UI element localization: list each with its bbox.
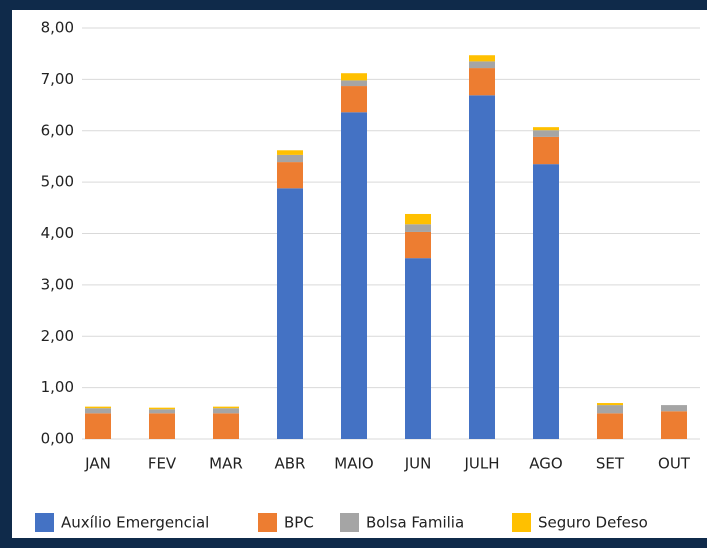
bar-segment (341, 80, 367, 87)
legend-swatch (512, 513, 531, 532)
legend-swatch (340, 513, 359, 532)
bar-segment (469, 95, 495, 440)
x-tick-label: SET (596, 455, 625, 473)
bar-segment (597, 413, 623, 439)
bar-segment (277, 162, 303, 189)
bar-segment (405, 258, 431, 439)
bar-segment (661, 405, 687, 412)
bar-segment (213, 408, 239, 414)
x-tick-label: JULH (463, 455, 499, 473)
bar-segment (85, 413, 111, 439)
bar-segment (661, 411, 687, 439)
y-tick-label: 1,00 (41, 378, 74, 396)
bar-segment (149, 409, 175, 414)
x-tick-label: MAIO (334, 455, 373, 473)
x-tick-label: MAR (209, 455, 243, 473)
legend-label: BPC (284, 514, 314, 532)
bar-segment (533, 127, 559, 131)
x-tick-label: AGO (529, 455, 562, 473)
bar-segment (277, 154, 303, 163)
bar-segment (341, 86, 367, 113)
bar-segment (277, 188, 303, 439)
bar-segment (533, 164, 559, 440)
bar-segment (85, 408, 111, 414)
x-tick-label: JAN (84, 455, 111, 473)
bar-segment (277, 150, 303, 155)
legend-swatch (258, 513, 277, 532)
bar-segment (341, 112, 367, 439)
y-tick-label: 6,00 (41, 121, 74, 139)
y-tick-label: 7,00 (41, 70, 74, 88)
y-tick-label: 5,00 (41, 173, 74, 191)
legend-label: Seguro Defeso (538, 514, 648, 532)
bar-segment (469, 55, 495, 62)
y-tick-label: 8,00 (41, 19, 74, 37)
bar-segment (469, 61, 495, 69)
bar-segment (597, 405, 623, 414)
bar-segment (213, 406, 239, 409)
x-tick-label: FEV (148, 455, 177, 473)
y-tick-label: 4,00 (41, 224, 74, 242)
bar-segment (341, 73, 367, 81)
x-tick-label: ABR (275, 455, 306, 473)
bar-segment (213, 413, 239, 439)
legend-label: Bolsa Familia (366, 514, 464, 532)
bar-segment (597, 403, 623, 406)
y-tick-label: 2,00 (41, 327, 74, 345)
bar-segment (405, 213, 431, 225)
bar-segment (405, 224, 431, 232)
bar-segment (85, 406, 111, 409)
y-tick-label: 3,00 (41, 275, 74, 293)
bar-segment (149, 413, 175, 439)
legend-label: Auxílio Emergencial (61, 514, 209, 532)
bar-segment (149, 407, 175, 410)
x-tick-label: JUN (404, 455, 432, 473)
bar-segment (469, 68, 495, 96)
bar-segment (533, 136, 559, 165)
bar-segment (533, 130, 559, 137)
legend-swatch (35, 513, 54, 532)
bar-segment (405, 231, 431, 259)
x-tick-label: OUT (658, 455, 691, 473)
y-tick-label: 0,00 (41, 430, 74, 448)
